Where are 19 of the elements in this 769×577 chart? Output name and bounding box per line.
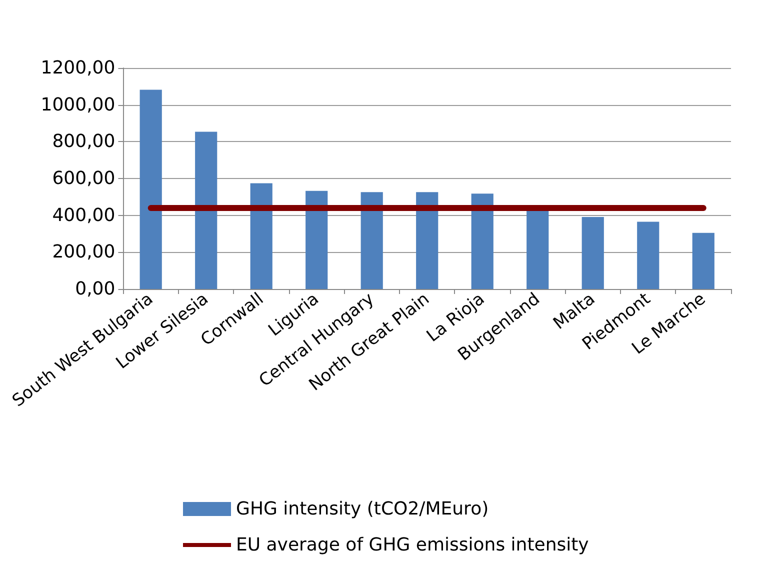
legend-label: EU average of GHG emissions intensity: [236, 534, 590, 556]
y-tick-label: 800,00: [52, 131, 116, 152]
bar: [582, 216, 604, 289]
legend-label: GHG intensity (tCO2/MEuro): [236, 498, 489, 520]
y-tick-label: 1200,00: [40, 58, 116, 78]
bar: [416, 192, 438, 289]
y-tick-label: 600,00: [52, 168, 116, 189]
bar: [140, 90, 162, 289]
bar: [692, 232, 714, 289]
bar: [360, 192, 383, 289]
bar: [250, 183, 272, 289]
y-tick-label: 0,00: [75, 278, 116, 300]
y-tick-label: 1000,00: [40, 94, 116, 116]
y-tick-label: 400,00: [52, 204, 116, 226]
bar: [195, 132, 218, 289]
bar: [471, 194, 494, 289]
bar: [306, 190, 328, 289]
bar: [637, 222, 660, 289]
y-tick-label: 200,00: [52, 242, 116, 263]
